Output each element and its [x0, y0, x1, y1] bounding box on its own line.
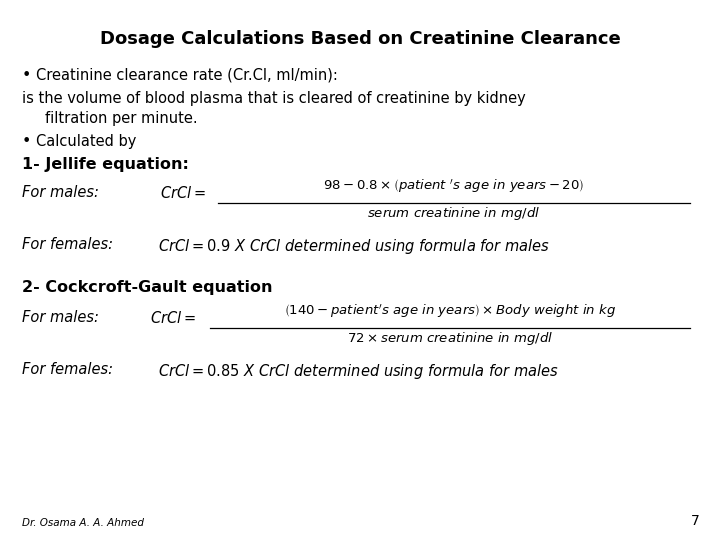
- Text: For males:: For males:: [22, 310, 99, 325]
- Text: For females:: For females:: [22, 237, 113, 252]
- Text: $CrCl =$: $CrCl =$: [150, 310, 196, 326]
- Text: For females:: For females:: [22, 362, 113, 377]
- Text: •: •: [22, 134, 32, 149]
- Text: $CrCl = 0.85\ X\ CrCl\ determined\ using\ formula\ for\ males$: $CrCl = 0.85\ X\ CrCl\ determined\ using…: [158, 362, 559, 381]
- Text: $72 \times serum\ creatinine\ in\ mg / dl$: $72 \times serum\ creatinine\ in\ mg / d…: [347, 330, 553, 347]
- Text: filtration per minute.: filtration per minute.: [45, 111, 197, 126]
- Text: 1- Jellife equation:: 1- Jellife equation:: [22, 157, 189, 172]
- Text: 2- Cockcroft-Gault equation: 2- Cockcroft-Gault equation: [22, 280, 272, 295]
- Text: Dosage Calculations Based on Creatinine Clearance: Dosage Calculations Based on Creatinine …: [99, 30, 621, 48]
- Text: Dr. Osama A. A. Ahmed: Dr. Osama A. A. Ahmed: [22, 518, 144, 528]
- Text: $serum\ creatinine\ in\ mg / dl$: $serum\ creatinine\ in\ mg / dl$: [367, 205, 541, 222]
- Text: Creatinine clearance rate (Cr.Cl, ml/min):: Creatinine clearance rate (Cr.Cl, ml/min…: [36, 68, 338, 83]
- Text: •: •: [22, 68, 32, 83]
- Text: is the volume of blood plasma that is cleared of creatinine by kidney: is the volume of blood plasma that is cl…: [22, 91, 526, 106]
- Text: Calculated by: Calculated by: [36, 134, 136, 149]
- Text: $CrCl =$: $CrCl =$: [160, 185, 206, 201]
- Text: $CrCl = 0.9\ X\ CrCl\ determined\ using\ formula\ for\ males$: $CrCl = 0.9\ X\ CrCl\ determined\ using\…: [158, 237, 550, 256]
- Text: $98 - 0.8 \times \left(patient\ 's\ age\ in\ years - 20\right)$: $98 - 0.8 \times \left(patient\ 's\ age\…: [323, 178, 585, 195]
- Text: 7: 7: [691, 514, 700, 528]
- Text: For males:: For males:: [22, 185, 99, 200]
- Text: $\left(140 - patient's\ age\ in\ years\right) \times Body\ weight\ in\ kg$: $\left(140 - patient's\ age\ in\ years\r…: [284, 302, 616, 320]
